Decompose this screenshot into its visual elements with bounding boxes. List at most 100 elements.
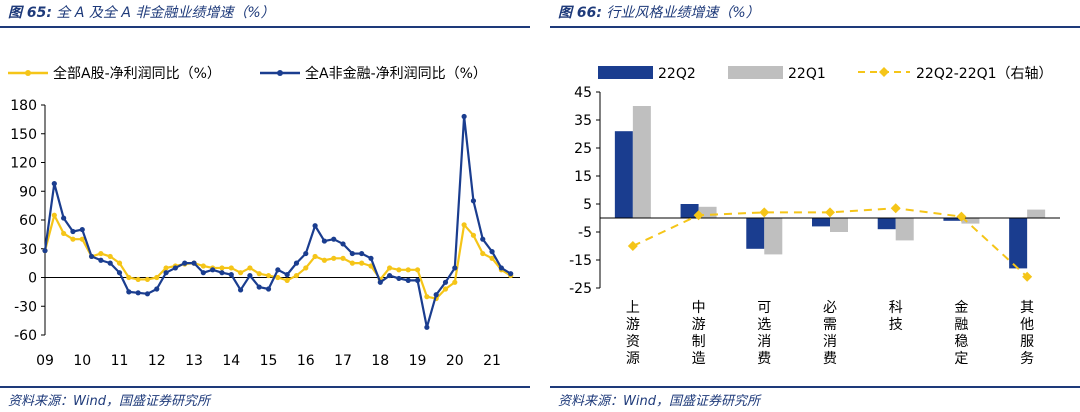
legend-marker-swatch	[277, 70, 283, 76]
data-point	[51, 180, 57, 187]
data-point	[890, 203, 901, 214]
legend: 全部A股-净利润同比（%） 全A非金融-净利润同比（%）	[8, 65, 487, 82]
y-tick-label: 120	[10, 156, 37, 172]
x-category-label: 可选消费	[757, 300, 771, 367]
data-point	[414, 267, 421, 273]
title-rule	[0, 26, 530, 28]
source-rule	[550, 386, 1080, 388]
x-tick-label: 17	[334, 353, 352, 369]
legend-label: 22Q2	[658, 66, 696, 82]
data-point	[340, 241, 346, 247]
x-tick-label: 19	[409, 353, 427, 369]
data-point	[182, 260, 188, 266]
bar-22Q1	[830, 218, 848, 232]
data-point	[461, 222, 467, 228]
data-point	[359, 250, 365, 257]
y-tick-label: 15	[574, 169, 592, 185]
data-point	[424, 324, 430, 330]
data-point	[172, 265, 178, 271]
data-point	[396, 275, 402, 282]
right-figure-panel: 图 66: 行业风格业绩增速（%） 22Q2 22Q1 22Q2-22Q1（右轴） 4…	[550, 0, 1080, 412]
data-point	[442, 286, 449, 292]
data-point	[135, 276, 141, 283]
x-tick-label: 18	[371, 353, 389, 369]
y-tick-label: -15	[569, 253, 592, 269]
data-point	[312, 223, 318, 229]
y-tick-label: -25	[569, 281, 592, 297]
data-point	[433, 292, 439, 298]
legend-item: 22Q2-22Q1（右轴）	[858, 66, 1053, 82]
bar-22Q1	[764, 218, 783, 255]
data-point	[61, 230, 67, 237]
x-tick-label: 20	[446, 353, 464, 369]
legend-label: 22Q2-22Q1（右轴）	[916, 66, 1053, 82]
data-point	[956, 211, 967, 222]
data-point	[256, 271, 262, 277]
data-point	[98, 257, 104, 263]
left-figure-panel: 图 65: 全 A 及全 A 非金融业绩增速（%） 全部A股-净利润同比（%）全…	[0, 0, 530, 412]
source-note: 资料来源：Wind，国盛证券研究所	[8, 394, 210, 409]
data-point	[210, 267, 216, 273]
data-point	[627, 241, 638, 251]
data-point	[1022, 271, 1033, 282]
data-point	[126, 289, 132, 295]
data-point	[237, 270, 244, 276]
data-point	[219, 265, 225, 271]
data-point	[293, 260, 300, 266]
figure-title-text: 全 A 及全 A 非金融业绩增速（%）	[56, 5, 275, 21]
y-tick-label: 90	[19, 184, 37, 200]
x-tick-label: 10	[73, 353, 91, 369]
x-tick-label: 12	[148, 353, 166, 369]
data-point	[321, 238, 328, 244]
data-point	[70, 228, 76, 235]
legend-marker-swatch	[25, 70, 31, 76]
y-tick-label: 60	[19, 213, 37, 229]
bar-22Q2	[877, 218, 896, 230]
data-point	[51, 212, 57, 218]
bar-22Q2	[943, 218, 962, 221]
data-point	[312, 253, 318, 260]
data-point	[414, 277, 421, 283]
bar-22Q2	[614, 131, 633, 218]
legend-item: 全A非金融-净利润同比（%）	[260, 65, 487, 82]
x-tick-label: 16	[297, 353, 315, 369]
y-tick-label: 0	[28, 271, 37, 287]
data-point	[331, 236, 337, 242]
data-point	[480, 250, 486, 257]
legend-label: 全部A股-净利润同比（%）	[53, 65, 221, 82]
data-point	[284, 272, 290, 278]
data-point	[321, 257, 328, 263]
bar-22Q1	[1027, 209, 1046, 218]
x-tick-label: 15	[260, 353, 278, 369]
data-point	[88, 253, 95, 260]
data-point	[219, 270, 225, 276]
bar-22Q1	[961, 218, 980, 224]
data-point	[191, 260, 197, 266]
data-point	[265, 272, 272, 279]
data-point	[116, 260, 123, 266]
legend-label: 22Q1	[788, 66, 826, 82]
bar-22Q2	[1009, 218, 1028, 269]
data-point	[247, 265, 253, 271]
data-point	[256, 284, 262, 290]
data-point	[452, 279, 458, 285]
y-tick-label: -60	[14, 328, 37, 344]
series-line	[43, 115, 512, 329]
data-point	[61, 215, 67, 221]
data-point	[470, 232, 477, 238]
data-point	[163, 265, 169, 271]
series-line	[43, 214, 512, 300]
x-category-label: 必需消费	[823, 300, 837, 367]
source-rule	[0, 386, 530, 388]
x-category-label: 金融稳定	[954, 300, 968, 367]
line-chart: 全部A股-净利润同比（%） 全A非金融-净利润同比（%）1801501209060…	[8, 65, 520, 369]
figure-title: 图 66: 行业风格业绩增速（%）	[558, 2, 760, 22]
bar-22Q1	[698, 206, 717, 218]
data-point	[405, 277, 411, 283]
legend-bar-swatch	[598, 66, 653, 79]
series-diff	[627, 203, 1033, 282]
figure-title: 图 65: 全 A 及全 A 非金融业绩增速（%）	[8, 2, 275, 22]
data-point	[303, 265, 309, 271]
data-point	[825, 207, 835, 218]
data-point	[42, 248, 48, 254]
